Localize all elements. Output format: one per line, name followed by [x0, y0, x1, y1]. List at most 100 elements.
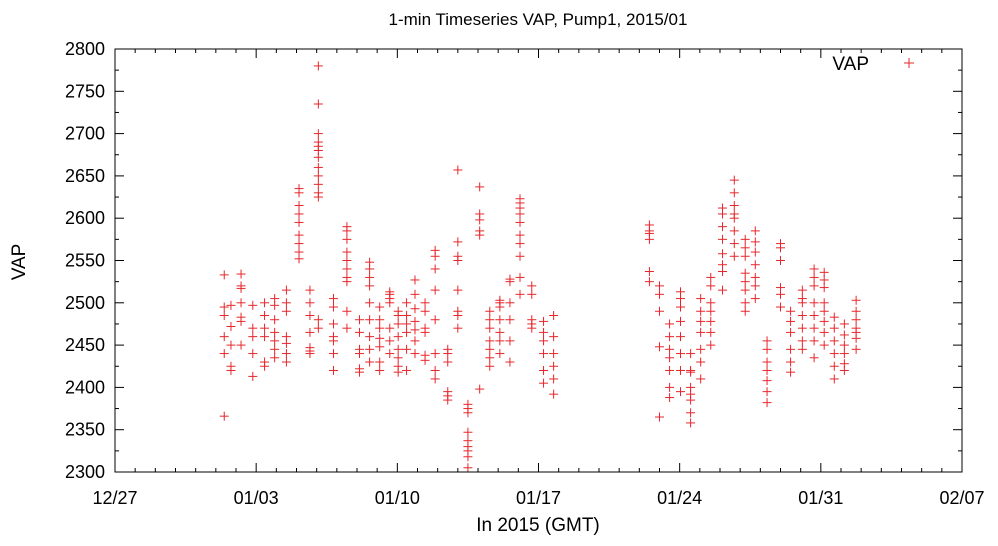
data-point: [495, 295, 505, 305]
data-point: [786, 306, 796, 316]
data-point: [248, 332, 258, 342]
data-point: [313, 179, 323, 189]
data-point: [393, 344, 403, 354]
data-point: [829, 361, 839, 371]
data-point: [729, 226, 739, 236]
data-point: [260, 298, 270, 308]
data-point: [549, 374, 559, 384]
data-point: [527, 289, 537, 299]
data-point: [342, 272, 352, 282]
data-point: [665, 353, 675, 363]
data-point: [829, 312, 839, 322]
y-tick-label: 2650: [65, 166, 105, 186]
data-point: [410, 304, 420, 314]
data-point: [665, 382, 675, 392]
data-point: [236, 298, 246, 308]
data-point: [402, 298, 412, 308]
data-point: [270, 344, 280, 354]
data-point: [505, 336, 515, 346]
data-point: [402, 327, 412, 337]
data-point: [495, 315, 505, 325]
data-point: [655, 281, 664, 291]
data-point: [430, 245, 440, 255]
data-point: [676, 302, 686, 312]
data-point: [696, 374, 706, 384]
data-point: [260, 323, 270, 333]
data-point: [281, 357, 291, 367]
data-point: [644, 220, 654, 230]
data-point: [706, 327, 716, 337]
data-point: [475, 182, 485, 192]
data-point: [829, 323, 839, 333]
y-tick-label: 2600: [65, 208, 105, 228]
data-point: [402, 310, 412, 320]
data-point: [718, 285, 728, 295]
data-point: [342, 306, 352, 316]
data-point: [375, 315, 385, 325]
data-point: [385, 349, 395, 359]
data-point: [851, 295, 861, 305]
data-point: [706, 306, 716, 316]
data-point: [365, 315, 375, 325]
data-point: [281, 306, 291, 316]
data-point: [729, 201, 739, 211]
data-point: [797, 336, 807, 346]
data-point: [463, 436, 473, 446]
x-tick-label: 01/17: [516, 488, 561, 508]
data-point: [226, 340, 236, 350]
data-point: [485, 361, 495, 371]
data-point: [718, 249, 728, 259]
data-points: [219, 61, 861, 473]
data-point: [328, 294, 338, 304]
data-point: [515, 230, 525, 240]
x-tick-label: 02/07: [939, 488, 984, 508]
data-point: [819, 298, 829, 308]
y-tick-label: 2800: [65, 39, 105, 59]
data-point: [410, 349, 420, 359]
data-point: [549, 389, 559, 399]
data-point: [839, 359, 849, 369]
data-point: [342, 256, 352, 265]
x-tick-label: 01/24: [657, 488, 702, 508]
data-point: [485, 344, 495, 354]
data-point: [226, 361, 236, 371]
data-point: [294, 239, 304, 249]
data-point: [696, 344, 706, 354]
y-axis: 2300 2350 2400 2450 2500 2550 2600 2650 2700 2750…: [65, 39, 962, 482]
data-point: [355, 344, 365, 354]
data-point: [365, 281, 375, 291]
data-point: [294, 247, 304, 257]
y-tick-label: 2500: [65, 293, 105, 313]
data-point: [219, 349, 229, 359]
data-point: [393, 361, 403, 371]
data-point: [270, 336, 280, 346]
data-point: [365, 298, 375, 308]
data-point: [776, 302, 785, 312]
legend-label-vap: VAP: [832, 54, 869, 75]
data-point: [740, 268, 750, 278]
data-point: [219, 270, 229, 280]
data-point: [696, 306, 706, 316]
data-point: [539, 336, 549, 346]
data-point: [313, 188, 323, 198]
data-point: [219, 310, 229, 320]
data-point: [385, 323, 395, 333]
data-point: [375, 357, 385, 367]
data-point: [328, 319, 338, 329]
x-tick-label: 12/27: [92, 488, 137, 508]
data-point: [527, 315, 537, 325]
data-point: [809, 336, 819, 346]
data-point: [718, 203, 728, 213]
data-point: [750, 272, 760, 282]
data-point: [248, 371, 258, 381]
data-point: [740, 234, 750, 244]
data-point: [515, 272, 525, 282]
data-point: [762, 336, 772, 346]
plot-frame: [114, 48, 963, 473]
data-point: [839, 330, 849, 340]
y-tick-label: 2550: [65, 251, 105, 271]
data-point: [797, 285, 807, 295]
data-point: [829, 336, 839, 346]
data-point: [776, 256, 785, 265]
data-point: [342, 234, 352, 244]
